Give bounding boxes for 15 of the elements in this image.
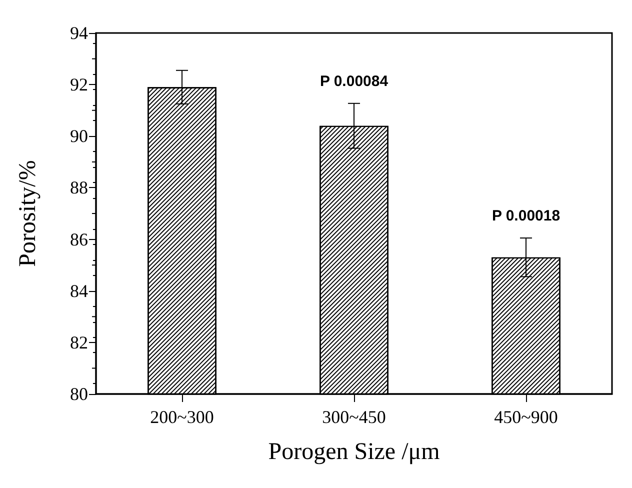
y-axis-title: Porosity/%: [15, 160, 41, 267]
y-tick-label: 88: [70, 178, 88, 198]
x-axis-title: Porogen Size /μm: [268, 439, 440, 465]
y-tick-label: 92: [70, 74, 88, 95]
y-tick-label: 84: [70, 280, 88, 301]
y-tick-label: 86: [70, 229, 88, 250]
y-tick-label: 90: [70, 126, 88, 146]
y-tick-label: 82: [70, 332, 88, 352]
annotation: P 0.00018: [492, 207, 560, 224]
y-tick-label: 94: [70, 23, 88, 43]
x-tick-label: 200~300: [150, 407, 214, 427]
annotation: P 0.00084: [320, 72, 389, 90]
y-tick-label: 80: [70, 384, 88, 404]
x-tick-label: 450~900: [494, 407, 558, 427]
x-tick-label: 300~450: [322, 407, 386, 427]
